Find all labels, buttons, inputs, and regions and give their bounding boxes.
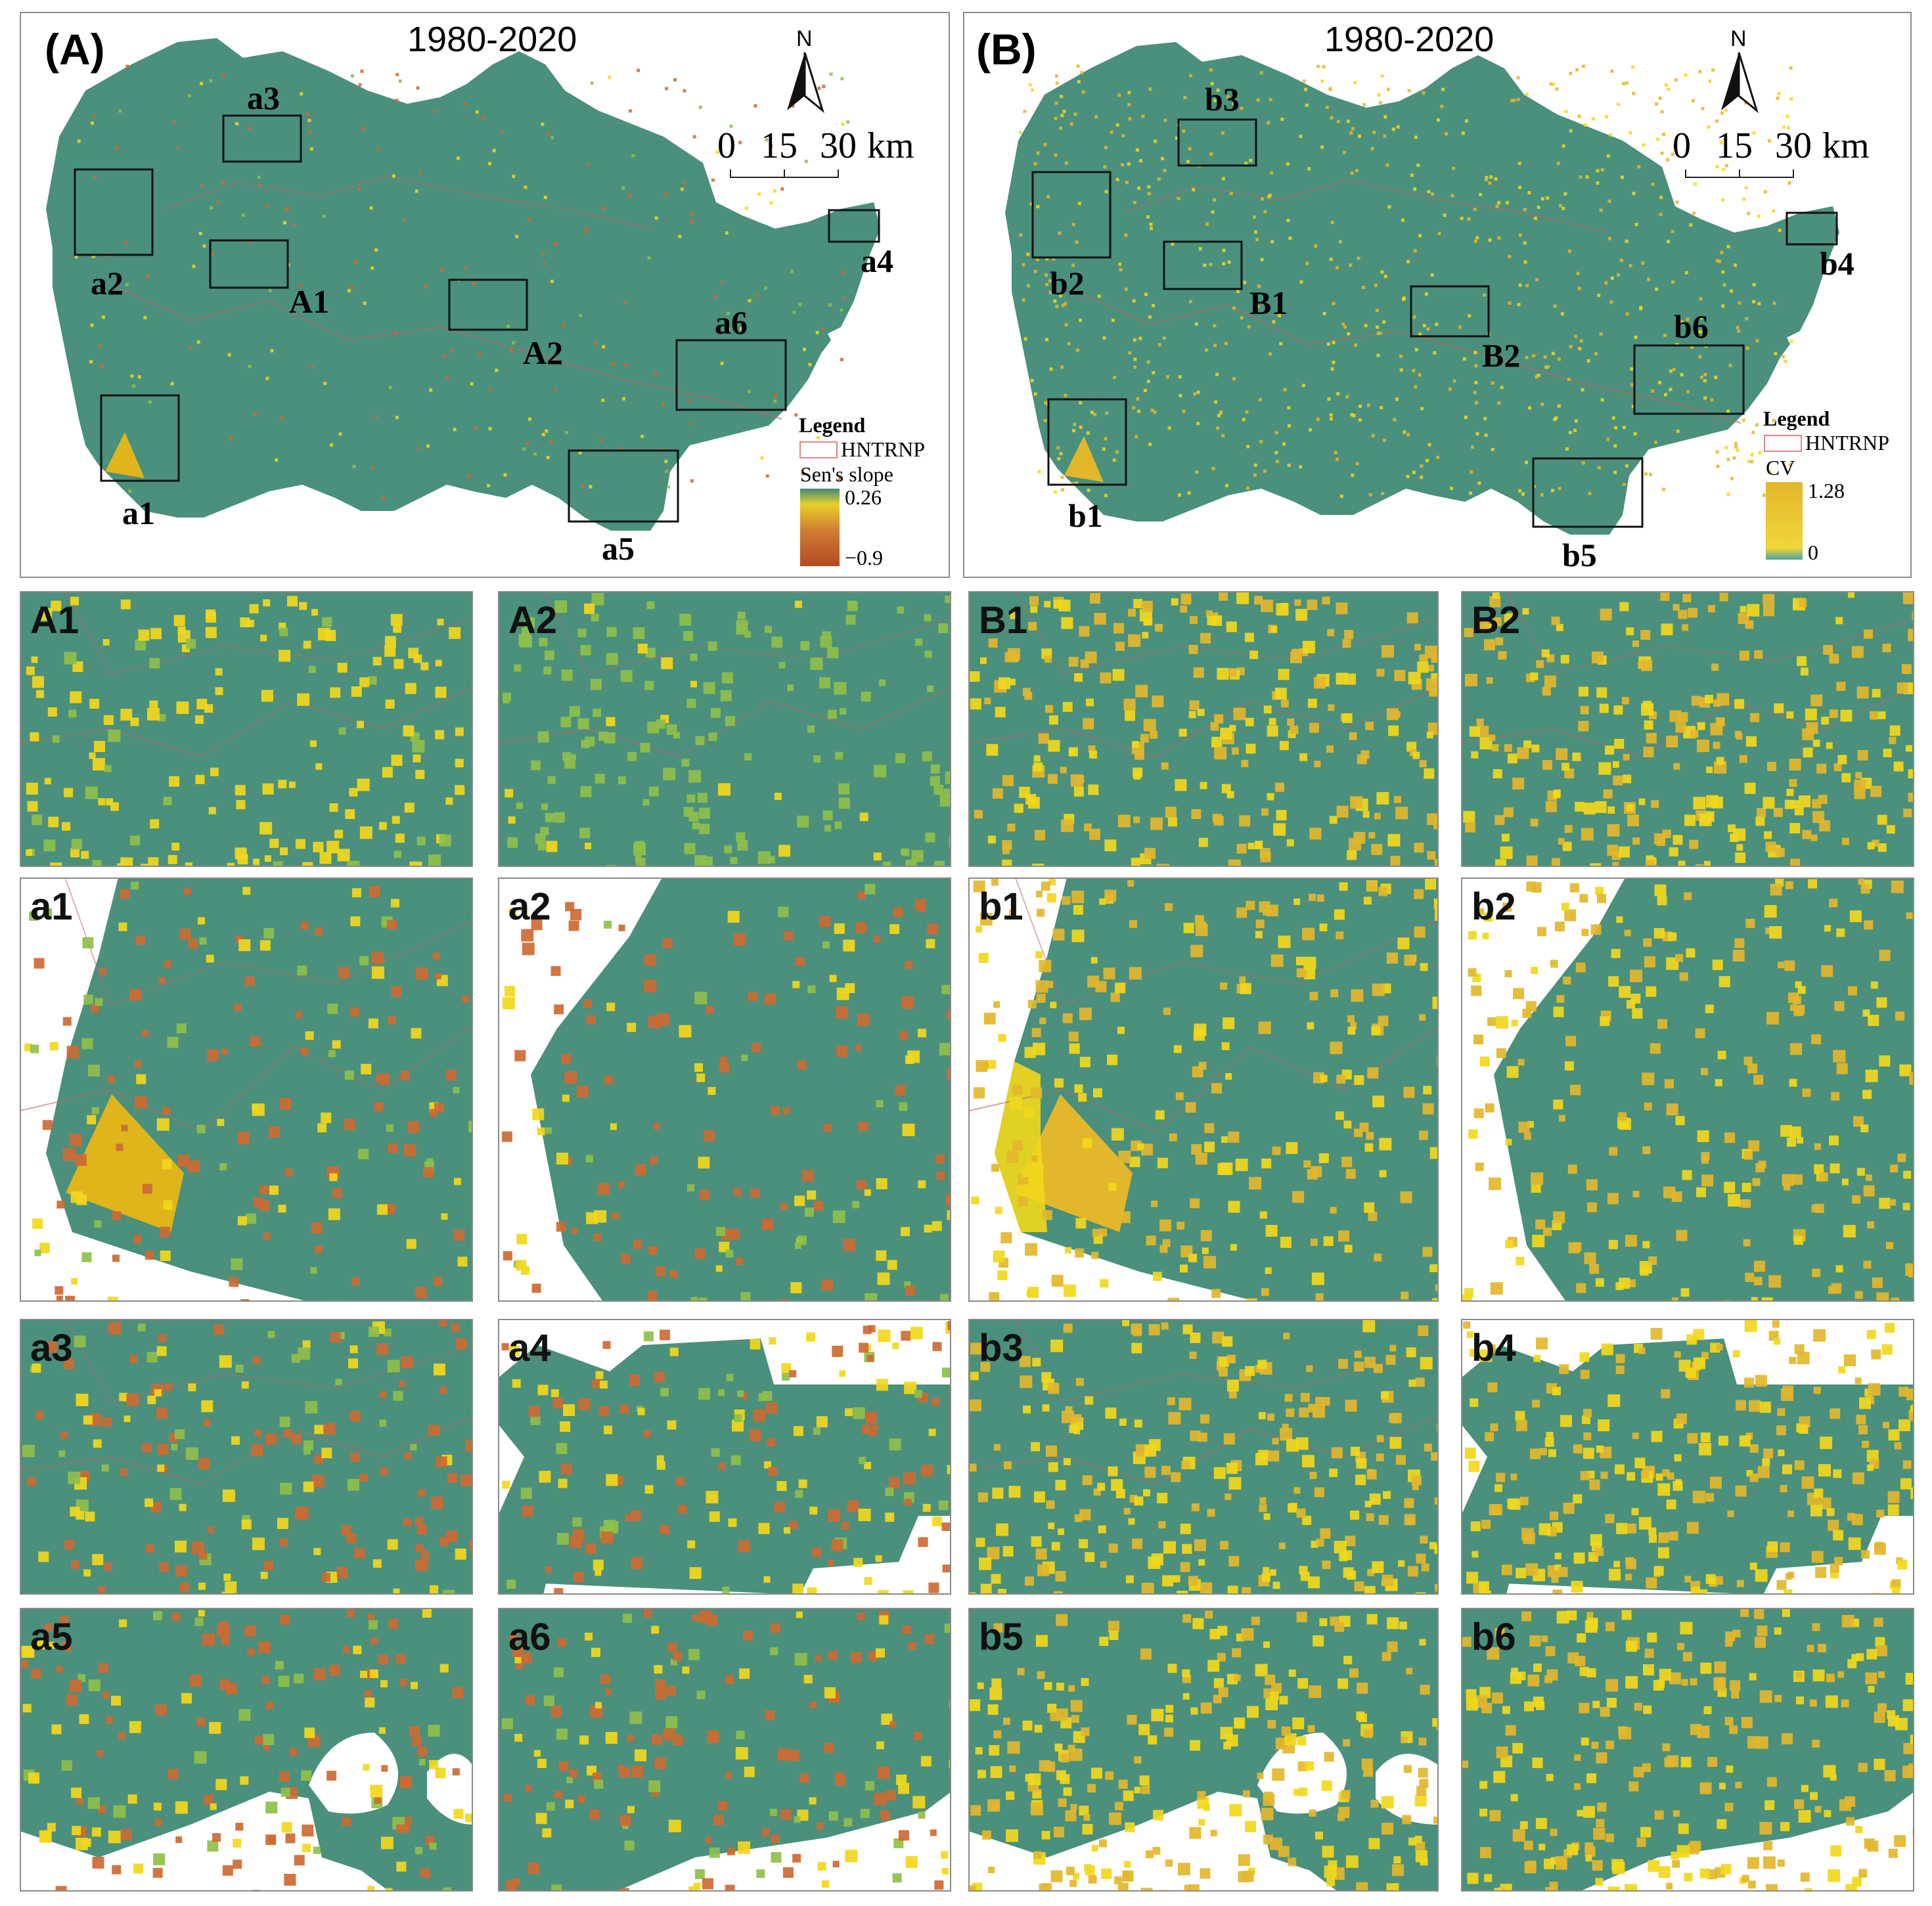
svg-text:N: N bbox=[1730, 26, 1747, 51]
zoom-panel-a5: a5 bbox=[20, 1608, 473, 1892]
region-label-A1: A1 bbox=[289, 283, 329, 320]
panel-a-letter: (A) bbox=[45, 25, 105, 74]
region-label-A2: A2 bbox=[523, 334, 563, 371]
north-arrow-icon: N bbox=[1721, 26, 1759, 114]
svg-text:HNTRNP: HNTRNP bbox=[841, 437, 925, 461]
region-label-B1: B1 bbox=[1249, 284, 1288, 321]
map-panel-a: (A) 1980-2020 N 0 15 30 km a3 a2 A1 a4 A… bbox=[20, 12, 950, 578]
zoom-label-a6: a6 bbox=[508, 1616, 551, 1658]
svg-text:km: km bbox=[867, 125, 914, 166]
region-boxes-a bbox=[74, 114, 880, 523]
region-label-b3: b3 bbox=[1205, 81, 1240, 118]
zoom-panel-a3: a3 bbox=[20, 1319, 473, 1595]
zoom-label-a1: a1 bbox=[30, 885, 73, 928]
zoom-label-a5: a5 bbox=[30, 1616, 73, 1658]
legend-cv-gradient bbox=[1766, 482, 1803, 560]
svg-text:Legend: Legend bbox=[799, 413, 866, 437]
zoom-panel-a2: a2 bbox=[498, 877, 951, 1302]
region-label-a3: a3 bbox=[247, 79, 280, 116]
zoom-label-b4: b4 bbox=[1471, 1327, 1516, 1369]
svg-text:0: 0 bbox=[717, 125, 736, 166]
zoom-label-a2: a2 bbox=[508, 885, 551, 928]
zoom-label-b1: b1 bbox=[979, 885, 1023, 928]
zoom-panel-A2: A2 bbox=[498, 591, 951, 867]
svg-text:15: 15 bbox=[761, 125, 798, 166]
region-label-b1: b1 bbox=[1068, 497, 1103, 534]
svg-text:15: 15 bbox=[1716, 125, 1753, 166]
zoom-panel-b5: b5 bbox=[968, 1608, 1439, 1892]
zoom-label-B2: B2 bbox=[1471, 599, 1520, 642]
svg-text:30: 30 bbox=[1775, 125, 1812, 166]
zoom-label-b3: b3 bbox=[979, 1327, 1023, 1369]
zoom-label-b2: b2 bbox=[1471, 885, 1516, 928]
region-boxes-b bbox=[1031, 118, 1838, 528]
zoom-panel-A1: A1 bbox=[20, 591, 473, 867]
region-label-B2: B2 bbox=[1482, 337, 1520, 374]
svg-text:HNTRNP: HNTRNP bbox=[1805, 431, 1889, 454]
zoom-panel-b4: b4 bbox=[1461, 1319, 1914, 1595]
region-label-b5: b5 bbox=[1562, 537, 1597, 573]
panel-a-period: 1980-2020 bbox=[407, 20, 577, 59]
zoom-label-b6: b6 bbox=[1471, 1616, 1516, 1658]
legend-sen-gradient bbox=[800, 489, 840, 566]
region-label-a5: a5 bbox=[602, 530, 635, 567]
zoom-panel-b3: b3 bbox=[968, 1319, 1439, 1595]
svg-text:km: km bbox=[1822, 125, 1870, 166]
legend-boundary-swatch bbox=[799, 441, 838, 458]
map-panel-b: (B) 1980-2020 N 0 15 30 km b3 b2 B1 b4 B… bbox=[963, 12, 1912, 578]
region-label-a2: a2 bbox=[91, 265, 124, 301]
north-arrow-icon: N bbox=[787, 26, 824, 114]
region-label-b4: b4 bbox=[1820, 245, 1854, 282]
region-label-a6: a6 bbox=[715, 304, 748, 341]
legend-a: Legend HNTRNP Sen's slope 0.26 −0.9 bbox=[799, 413, 925, 569]
zoom-panel-b1: b1 bbox=[968, 877, 1439, 1302]
svg-text:0: 0 bbox=[1673, 125, 1691, 166]
region-label-a4: a4 bbox=[861, 242, 893, 279]
svg-text:N: N bbox=[796, 26, 813, 51]
zoom-label-B1: B1 bbox=[979, 599, 1027, 642]
region-label-b2: b2 bbox=[1050, 265, 1085, 301]
region-label-a1: a1 bbox=[122, 495, 155, 531]
zoom-panel-a4: a4 bbox=[498, 1319, 951, 1595]
svg-text:−0.9: −0.9 bbox=[845, 546, 883, 569]
zoom-label-b5: b5 bbox=[979, 1616, 1023, 1658]
zoom-panel-b2: b2 bbox=[1461, 877, 1914, 1302]
zoom-label-a4: a4 bbox=[508, 1327, 551, 1369]
zoom-panel-a1: a1 bbox=[20, 877, 473, 1302]
zoom-label-A1: A1 bbox=[30, 599, 79, 642]
legend-boundary-swatch bbox=[1764, 435, 1802, 452]
zoom-panel-B2: B2 bbox=[1461, 591, 1914, 867]
scale-bar: 0 15 30 km bbox=[1673, 125, 1870, 178]
svg-text:1.28: 1.28 bbox=[1808, 479, 1845, 502]
scale-bar: 0 15 30 km bbox=[717, 125, 914, 178]
region-label-b6: b6 bbox=[1674, 308, 1709, 345]
zoom-label-A2: A2 bbox=[508, 599, 557, 642]
zoom-label-a3: a3 bbox=[30, 1327, 73, 1369]
panel-b-period: 1980-2020 bbox=[1324, 20, 1494, 59]
legend-b: Legend HNTRNP CV 1.28 0 bbox=[1763, 407, 1889, 564]
panel-b-letter: (B) bbox=[976, 25, 1037, 74]
zoom-panel-a6: a6 bbox=[498, 1608, 951, 1892]
svg-text:0: 0 bbox=[1808, 541, 1818, 564]
svg-text:30: 30 bbox=[820, 125, 857, 166]
svg-text:0.26: 0.26 bbox=[845, 485, 882, 509]
zoom-panel-B1: B1 bbox=[968, 591, 1439, 867]
zoom-panel-b6: b6 bbox=[1461, 1608, 1914, 1892]
svg-text:Sen's slope: Sen's slope bbox=[800, 462, 893, 486]
svg-text:Legend: Legend bbox=[1763, 407, 1830, 430]
svg-text:CV: CV bbox=[1766, 456, 1795, 479]
